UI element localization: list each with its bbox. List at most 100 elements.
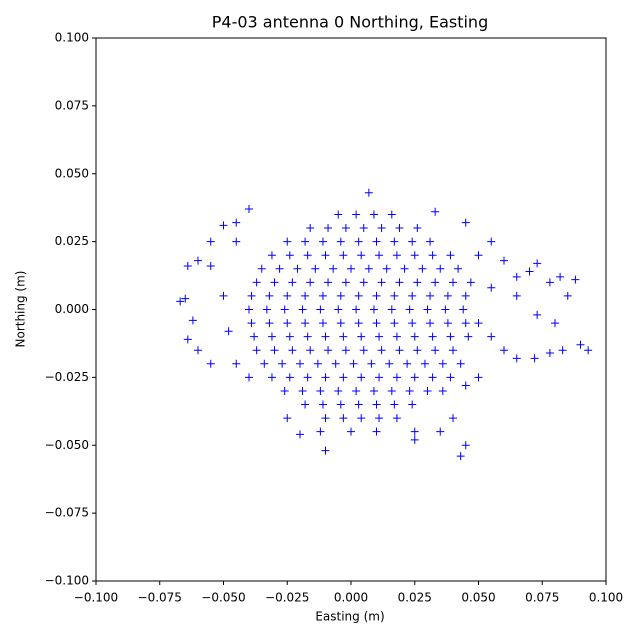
point	[500, 256, 508, 265]
point	[512, 354, 521, 363]
point	[364, 188, 373, 197]
y-tick-label: 0.100	[55, 31, 89, 45]
point	[283, 291, 292, 300]
point	[232, 359, 241, 368]
point	[395, 346, 404, 355]
point	[385, 359, 394, 368]
point	[420, 359, 429, 368]
point	[339, 332, 348, 341]
point	[267, 373, 276, 382]
point	[352, 305, 361, 314]
x-tick-label: −0.050	[201, 591, 245, 605]
point	[461, 218, 470, 227]
point	[331, 359, 340, 368]
y-tick-label: −0.050	[45, 438, 89, 452]
point	[443, 291, 452, 300]
point	[252, 278, 261, 287]
y-tick-label: 0.000	[55, 302, 89, 316]
point	[183, 262, 192, 271]
point	[461, 441, 470, 450]
point	[466, 278, 475, 287]
point	[270, 346, 279, 355]
point	[372, 427, 381, 436]
point	[321, 373, 330, 382]
point	[390, 237, 399, 246]
point	[392, 414, 401, 423]
point	[377, 278, 386, 287]
point	[446, 251, 455, 260]
x-tick-label: 0.050	[461, 591, 495, 605]
point	[181, 294, 190, 303]
point	[431, 278, 440, 287]
point	[357, 332, 366, 341]
point	[545, 278, 554, 287]
point	[265, 319, 274, 328]
point	[329, 264, 338, 273]
point	[336, 291, 345, 300]
point	[512, 272, 521, 281]
point	[288, 346, 297, 355]
point	[428, 373, 437, 382]
chart-title: P4-03 antenna 0 Northing, Easting	[212, 13, 488, 32]
point	[252, 346, 261, 355]
point	[347, 427, 355, 436]
point	[461, 291, 470, 300]
point	[456, 452, 465, 461]
point	[372, 291, 381, 300]
point	[339, 373, 348, 382]
x-tick-label: 0.025	[398, 591, 432, 605]
point	[270, 278, 279, 287]
point	[410, 251, 419, 260]
point	[267, 332, 276, 341]
point	[545, 348, 554, 357]
point	[321, 414, 330, 423]
point	[413, 278, 422, 287]
point	[188, 316, 197, 325]
point	[428, 251, 437, 260]
point	[369, 305, 378, 314]
point	[183, 335, 192, 344]
point	[359, 278, 368, 287]
point	[265, 291, 274, 300]
point	[426, 237, 435, 246]
point	[446, 332, 455, 341]
point	[428, 332, 437, 341]
point	[316, 386, 325, 395]
point	[301, 291, 310, 300]
point	[303, 251, 312, 260]
point	[354, 291, 363, 300]
point	[456, 359, 465, 368]
point	[224, 327, 233, 336]
point	[410, 332, 419, 341]
y-tick-label: −0.025	[45, 370, 89, 384]
point	[395, 278, 404, 287]
point	[206, 237, 215, 246]
point	[245, 305, 253, 314]
point	[387, 386, 396, 395]
point	[449, 346, 457, 355]
point	[410, 427, 419, 436]
point	[392, 332, 401, 341]
point	[426, 291, 435, 300]
point	[375, 414, 384, 423]
point	[296, 430, 304, 439]
point	[533, 310, 542, 319]
point	[321, 251, 330, 260]
point	[288, 278, 297, 287]
point	[176, 297, 185, 306]
point	[283, 414, 292, 423]
point	[438, 359, 447, 368]
point	[387, 210, 396, 219]
point	[293, 264, 302, 273]
point	[392, 373, 401, 382]
point	[336, 400, 345, 409]
point	[382, 264, 391, 273]
point	[375, 373, 384, 382]
y-tick-label: −0.075	[45, 506, 89, 520]
point	[267, 251, 276, 260]
point	[352, 386, 361, 395]
point	[423, 305, 432, 314]
point	[336, 319, 345, 328]
